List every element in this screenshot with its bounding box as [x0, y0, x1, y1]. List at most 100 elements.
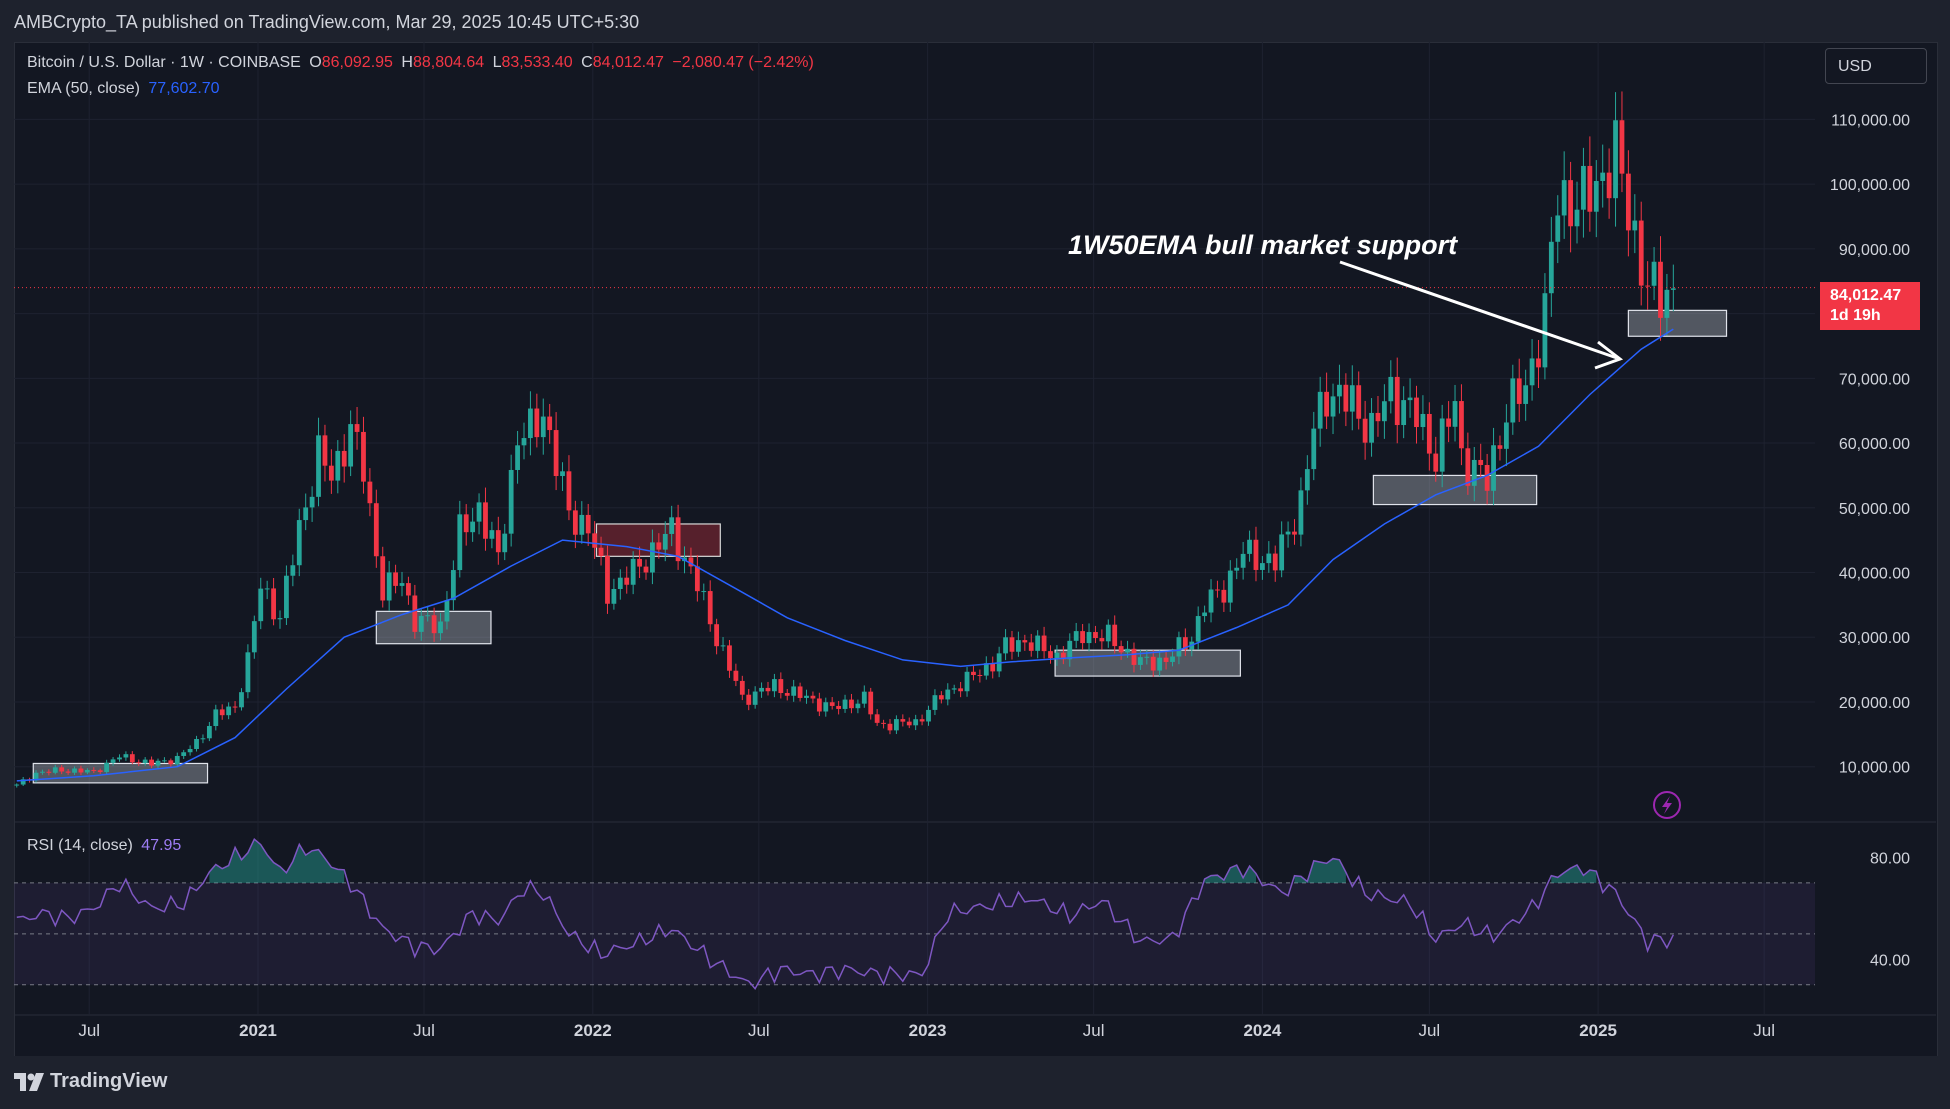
candle-body [881, 722, 886, 724]
tradingview-logo[interactable]: TradingView [14, 1070, 167, 1093]
candle-body [958, 688, 964, 692]
candle-body [361, 431, 366, 482]
candle-body [1150, 656, 1156, 671]
candle-body [829, 702, 835, 706]
symbol-label[interactable]: Bitcoin / U.S. Dollar · 1W · COINBASE [27, 54, 301, 71]
candle-body [1016, 640, 1021, 652]
candle-body [547, 416, 553, 431]
candle-body [887, 723, 893, 731]
price-axis-label: 30,000.00 [1839, 630, 1910, 647]
candle-body [1234, 567, 1240, 571]
last-price-tag: 84,012.47 1d 19h [1820, 282, 1920, 330]
candle-body [1240, 553, 1246, 568]
candle-body [1606, 172, 1612, 199]
candle-body [348, 424, 354, 467]
candle-body [78, 768, 84, 773]
candle-body [142, 759, 148, 764]
candle-body [836, 705, 842, 709]
ema-label: EMA (50, close) [27, 80, 140, 97]
rsi-overbought-fill [1551, 865, 1597, 883]
candle-body [945, 689, 951, 700]
candle-body [849, 699, 854, 709]
time-axis-label: Jul [1418, 1021, 1440, 1040]
candle-body [1292, 531, 1297, 535]
time-axis-label: 2025 [1579, 1021, 1617, 1040]
candle-body [1324, 391, 1330, 417]
candle-body [406, 583, 411, 596]
chart-frame[interactable] [14, 42, 1938, 1058]
candle-body [1279, 534, 1285, 571]
candle-body [245, 652, 251, 693]
candle-body [1035, 635, 1041, 651]
candle-body [810, 695, 816, 699]
candle-body [1574, 209, 1580, 227]
candle-body [624, 577, 630, 585]
candle-body [1343, 384, 1349, 412]
candle-body [1182, 637, 1188, 650]
candle-body [1561, 180, 1567, 216]
candle-body [483, 502, 488, 539]
candle-body [643, 566, 649, 573]
candle-body [1259, 563, 1265, 570]
candle-body [181, 752, 187, 756]
candle-body [271, 588, 276, 620]
bar-countdown: 1d 19h [1830, 307, 1881, 324]
change-value: −2,080.47 (−2.42%) [672, 54, 814, 71]
candle-body [894, 719, 899, 731]
candle-body [1311, 428, 1317, 470]
time-axis-label: 2023 [909, 1021, 947, 1040]
rsi-line [16, 837, 1674, 991]
candle-body [1568, 180, 1573, 227]
candle-body [739, 680, 745, 695]
candle-body [1555, 215, 1561, 242]
candle-body [354, 424, 360, 432]
candle-body [1484, 464, 1490, 491]
candle-body [688, 557, 694, 567]
candle-body [650, 542, 655, 573]
candle-body [33, 772, 39, 781]
candle-body [585, 514, 591, 534]
close-value: 84,012.47 [592, 54, 664, 71]
candle-body [913, 719, 919, 726]
candle-body [489, 530, 495, 539]
candle-body [592, 533, 598, 548]
candle-body [1304, 469, 1310, 491]
candle-body [707, 591, 713, 625]
annotation-text[interactable]: 1W50EMA bull market support [1068, 230, 1458, 260]
price-axis-label: 100,000.00 [1830, 177, 1910, 194]
candle-body [162, 760, 167, 762]
rsi-axis-label: 80.00 [1870, 850, 1910, 867]
candle-body [59, 767, 65, 772]
candle-body [91, 769, 97, 771]
support-zone [1627, 309, 1728, 337]
candle-body [1439, 418, 1445, 472]
candle-body [1170, 656, 1175, 662]
low-value: 83,533.40 [501, 54, 573, 71]
ema-line [16, 328, 1674, 782]
open-value: 86,092.95 [321, 54, 393, 71]
candle-body [72, 768, 77, 773]
candle-body [52, 767, 58, 773]
candle-body [772, 679, 777, 692]
ema-value: 77,602.70 [148, 80, 220, 97]
candle-body [129, 754, 135, 763]
candle-body [1227, 570, 1233, 603]
candle-body [630, 558, 636, 585]
candle-body [1208, 589, 1214, 613]
candle-body [1503, 422, 1509, 449]
candle-body [1112, 624, 1118, 647]
candle-body [1105, 624, 1111, 642]
candle-body [290, 565, 296, 576]
low-label: L [492, 54, 502, 71]
candle-body [1048, 651, 1053, 659]
candle-body [232, 706, 238, 708]
rsi-legend[interactable]: RSI (14, close) 47.95 [27, 837, 185, 855]
candle-body [1581, 165, 1586, 210]
candle-body [1285, 531, 1291, 535]
ema-legend[interactable]: EMA (50, close) 77,602.70 [27, 80, 224, 98]
candle-body [759, 687, 764, 692]
candle-body [335, 450, 341, 481]
currency-button[interactable]: USD [1825, 48, 1927, 84]
candle-body [1221, 589, 1227, 603]
